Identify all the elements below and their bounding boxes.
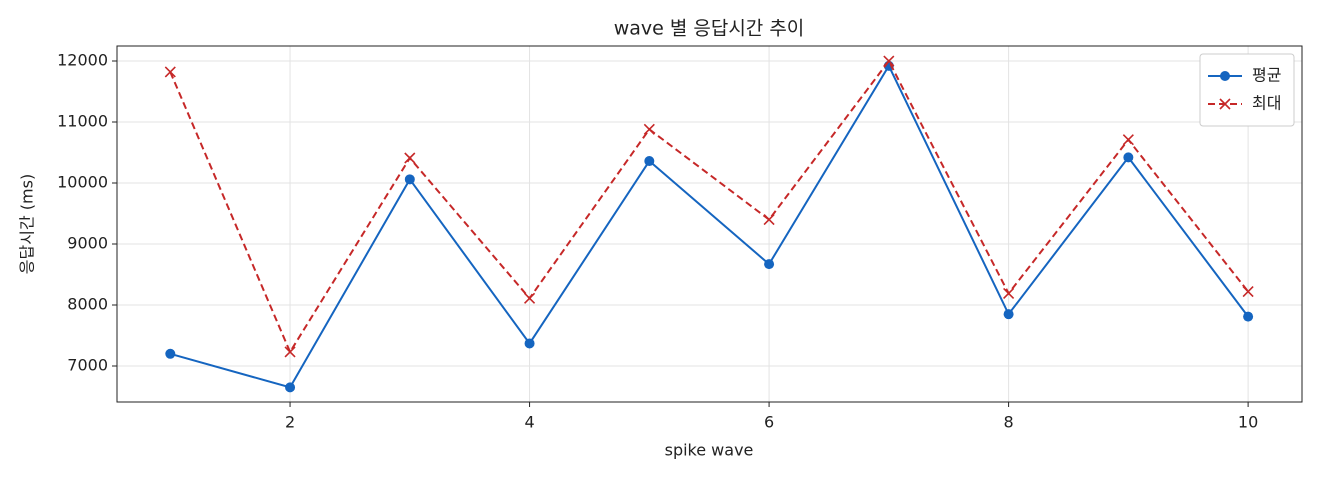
point: [1243, 311, 1254, 322]
point: [1003, 309, 1014, 320]
legend-label: 평균: [1252, 66, 1281, 85]
legend-marker: [1219, 98, 1231, 110]
point: [643, 123, 655, 135]
point: [165, 348, 176, 359]
point: [284, 346, 296, 358]
y-tick-label: 11000: [57, 112, 108, 131]
point: [1123, 152, 1134, 163]
x-tick-label: 4: [524, 413, 534, 432]
series-line: [170, 63, 1249, 389]
point: [523, 292, 536, 304]
chart-title: wave 별 응답시간 추이: [614, 18, 805, 40]
x-tick-label: 10: [1238, 413, 1258, 432]
y-tick-label: 10000: [57, 173, 108, 192]
x-axis-label: spike wave: [665, 441, 754, 460]
series-line: [169, 59, 1249, 355]
point: [1242, 286, 1254, 298]
point: [164, 66, 176, 78]
y-axis-label: 응답시간 (ms): [18, 174, 37, 274]
x-tick-label: 8: [1004, 413, 1014, 432]
point: [404, 174, 415, 185]
x-tick-label: 2: [285, 413, 295, 432]
y-tick-label: 12000: [57, 51, 108, 70]
y-tick-label: 9000: [67, 234, 108, 253]
x-tick-label: 6: [764, 413, 774, 432]
legend-label: 최대: [1252, 94, 1281, 113]
point: [764, 259, 775, 270]
y-tick-label: 7000: [67, 356, 108, 375]
point: [644, 156, 655, 167]
point: [404, 152, 416, 164]
point: [763, 214, 775, 226]
point: [1003, 287, 1015, 299]
legend-marker: [1220, 71, 1230, 81]
y-tick-label: 8000: [67, 295, 108, 314]
point: [524, 338, 535, 349]
point: [1122, 134, 1134, 146]
point: [285, 382, 296, 393]
plot-frame: [116, 45, 1303, 403]
point: [883, 55, 895, 67]
